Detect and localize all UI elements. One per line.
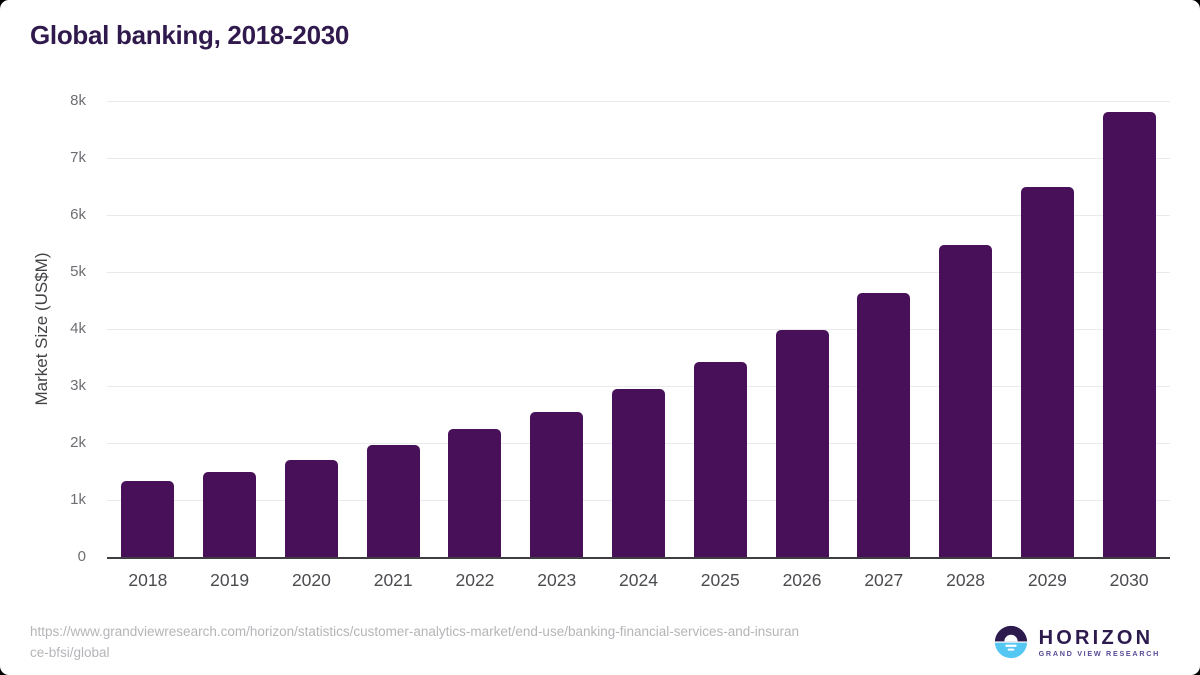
x-tick-label-2022: 2022 [455, 570, 495, 590]
gridline [107, 329, 1170, 330]
page-title: Global banking, 2018-2030 [30, 20, 350, 50]
x-tick-label-2019: 2019 [210, 570, 250, 590]
y-tick-label-6k: 6k [70, 206, 86, 223]
horizon-logo-icon [994, 625, 1027, 659]
bar-2020[interactable] [284, 459, 338, 557]
logo-text: HORIZON GRAND VIEW RESEARCH [1039, 627, 1160, 658]
y-tick-label-4k: 4k [70, 320, 86, 337]
y-tick-label-5k: 5k [70, 263, 86, 280]
y-tick-label-3k: 3k [70, 377, 86, 394]
plot-area [107, 101, 1170, 559]
x-tick-label-2020: 2020 [291, 570, 331, 590]
y-tick-label-0: 0 [77, 548, 86, 565]
bar-chart: Market Size (US$M) 0 1k 2k 3k 4k 5k 6k 7k 8k 201… [32, 92, 1170, 590]
bar-2022[interactable] [448, 429, 502, 557]
gridline [107, 158, 1170, 159]
bar-2018[interactable] [121, 481, 175, 557]
bar-2026[interactable] [775, 330, 829, 557]
y-tick-label-7k: 7k [70, 149, 86, 166]
bar-2025[interactable] [693, 362, 747, 557]
x-tick-label-2018: 2018 [128, 570, 168, 590]
bar-2019[interactable] [203, 471, 257, 557]
bar-2021[interactable] [366, 445, 420, 557]
horizon-logo: HORIZON GRAND VIEW RESEARCH [992, 623, 1160, 661]
gridline [107, 101, 1170, 102]
bar-2024[interactable] [612, 389, 665, 557]
logo-wordmark: HORIZON [1038, 626, 1154, 649]
x-tick-label-2025: 2025 [700, 570, 740, 590]
gridline [107, 215, 1170, 216]
bar-2028[interactable] [939, 245, 993, 557]
x-tick-label-2028: 2028 [946, 570, 986, 590]
x-tick-label-2024: 2024 [619, 570, 658, 590]
source-url: https://www.grandviewresearch.com/horizo… [30, 621, 799, 663]
x-tick-label-2027: 2027 [864, 570, 904, 590]
x-tick-label-2023: 2023 [537, 570, 577, 590]
y-tick-label-2k: 2k [70, 434, 86, 451]
gridline [107, 386, 1170, 387]
bar-2030[interactable] [1102, 112, 1156, 557]
source-url-line2: ce-bfsi/global [30, 645, 110, 660]
logo-tagline: GRAND VIEW RESEARCH [1038, 648, 1160, 658]
y-tick-label-1k: 1k [70, 491, 86, 508]
y-tick-label-8k: 8k [70, 92, 86, 109]
bar-2027[interactable] [857, 292, 911, 557]
bar-2023[interactable] [530, 411, 584, 557]
x-tick-label-2021: 2021 [373, 570, 413, 590]
footer: https://www.grandviewresearch.com/horizo… [0, 615, 1200, 675]
x-tick-label-2030: 2030 [1109, 570, 1149, 590]
x-tick-label-2026: 2026 [782, 570, 822, 590]
x-tick-label-2029: 2029 [1027, 570, 1067, 590]
source-url-line1: https://www.grandviewresearch.com/horizo… [30, 624, 800, 639]
gridline [107, 272, 1170, 273]
bar-2029[interactable] [1020, 186, 1074, 557]
